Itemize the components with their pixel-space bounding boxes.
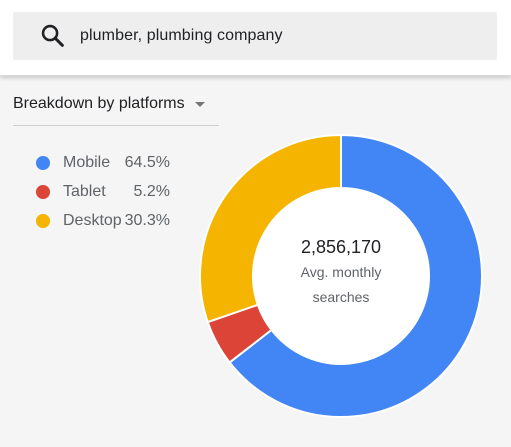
legend-value-mobile: 64.5% <box>124 153 170 171</box>
mobile-color-dot <box>36 155 50 170</box>
search-icon[interactable] <box>39 22 67 50</box>
breakdown-label: Breakdown by platforms <box>13 94 185 112</box>
donut-center-hole <box>254 189 428 363</box>
legend-item-tablet: Tablet 5.2% <box>36 177 196 206</box>
platform-breakdown-dropdown[interactable]: Breakdown by platforms <box>13 90 219 126</box>
desktop-color-dot <box>36 213 50 228</box>
legend-value-tablet: 5.2% <box>133 182 170 200</box>
platform-donut-chart: 2,856,170 Avg. monthly searches <box>198 133 484 419</box>
dropdown-caret-icon[interactable] <box>194 102 205 107</box>
donut-slice-mobile[interactable] <box>228 133 483 418</box>
search-query-text[interactable]: plumber, plumbing company <box>80 27 283 44</box>
donut-slice-desktop[interactable] <box>199 133 342 324</box>
legend-value-desktop: 30.3% <box>124 211 170 229</box>
search-bar-container: plumber, plumbing company <box>0 0 511 76</box>
legend-item-mobile: Mobile 64.5% <box>36 148 196 177</box>
legend-name-tablet: Tablet <box>63 182 106 200</box>
legend-item-desktop: Desktop 30.3% <box>36 206 196 235</box>
keyword-search-box[interactable]: plumber, plumbing company <box>13 12 497 60</box>
legend-name-desktop: Desktop <box>63 211 122 229</box>
platform-legend: Mobile 64.5% Tablet 5.2% Desktop 30.3% <box>36 148 196 235</box>
donut-chart-svg <box>199 133 483 418</box>
legend-name-mobile: Mobile <box>63 153 111 171</box>
tablet-color-dot <box>36 184 50 199</box>
